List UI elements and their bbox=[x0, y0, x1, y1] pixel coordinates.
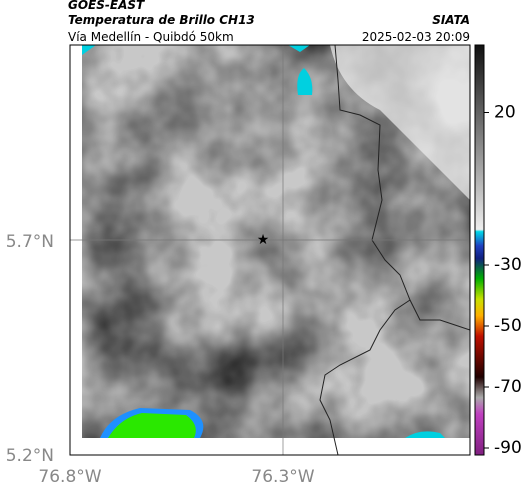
lon-label: 76.8°W bbox=[38, 467, 101, 487]
colorbar-tick-label: -30 bbox=[494, 255, 522, 275]
datetime: 2025-02-03 20:09 bbox=[362, 30, 470, 44]
colorbar-tick-label: -70 bbox=[494, 377, 522, 397]
marker: ★ bbox=[257, 232, 270, 248]
subtitle: Temperatura de Brillo CH13 bbox=[68, 13, 255, 27]
source: SIATA bbox=[432, 13, 470, 27]
lat-label: 5.2°N bbox=[6, 446, 54, 466]
colorbar-ticks: 20 -30 -50 -70 -90 bbox=[484, 103, 522, 458]
map-frame bbox=[69, 44, 471, 456]
colorbar-tick-label: -50 bbox=[494, 316, 522, 336]
title: GOES-EAST bbox=[68, 0, 145, 12]
colorbar-tick-label: -90 bbox=[494, 438, 522, 458]
colorbar-tick-label: 20 bbox=[494, 103, 516, 123]
lon-label: 76.3°W bbox=[251, 467, 314, 487]
location: Vía Medellín - Quibdó 50km bbox=[68, 30, 234, 44]
colorbar bbox=[474, 44, 485, 456]
map: ★ bbox=[70, 45, 470, 455]
lat-label: 5.7°N bbox=[6, 232, 54, 252]
